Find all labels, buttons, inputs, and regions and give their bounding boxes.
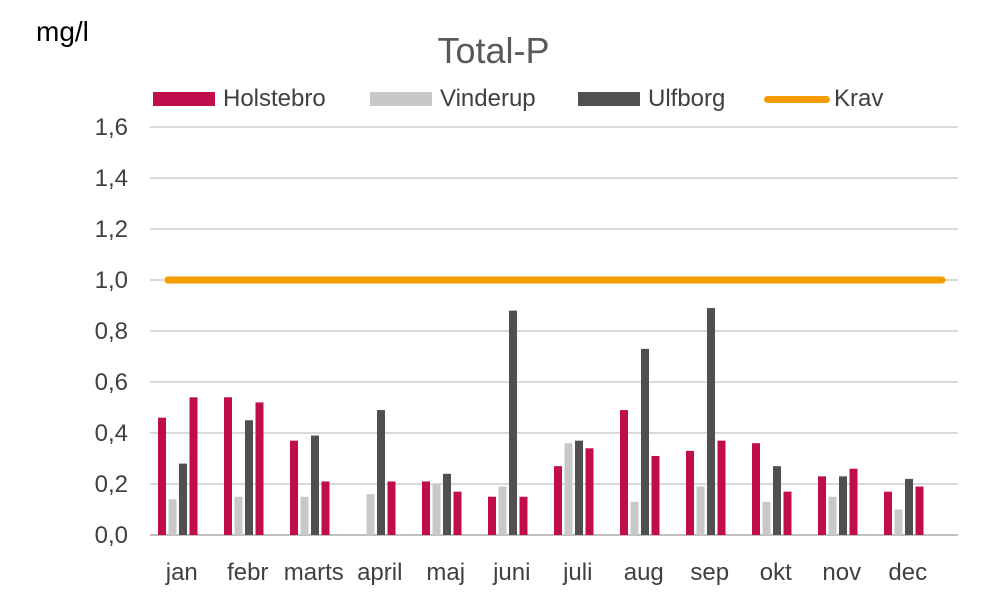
bar-ulfborg-juni — [509, 310, 517, 535]
bar-vinderup-febr — [234, 496, 243, 535]
unit-label: mg/l — [36, 16, 89, 47]
bar-holstebro-april — [387, 481, 396, 535]
bar-ulfborg-marts — [311, 435, 319, 535]
bar-holstebro-jan — [158, 417, 166, 535]
bar-holstebro-maj — [453, 491, 462, 535]
bar-holstebro-febr — [224, 397, 232, 535]
bar-ulfborg-aug — [641, 348, 649, 535]
x-tick-label: maj — [426, 559, 465, 586]
bar-vinderup-jan — [168, 499, 177, 535]
legend-label-krav: Krav — [834, 85, 884, 112]
bar-holstebro-dec — [915, 486, 924, 535]
bar-vinderup-maj — [432, 484, 441, 535]
y-tick-label: 0,8 — [95, 318, 128, 345]
legend-item-krav: Krav — [764, 84, 883, 114]
bar-vinderup-juli — [564, 443, 573, 535]
bar-holstebro-sep — [717, 440, 726, 535]
legend-swatch-holstebro — [153, 92, 215, 106]
x-tick-label: juni — [492, 559, 530, 586]
bar-ulfborg-jan — [179, 463, 187, 535]
bar-holstebro-marts — [290, 440, 298, 535]
bar-holstebro-jan — [189, 397, 198, 535]
legend-swatch-vinderup — [370, 92, 432, 106]
bar-vinderup-nov — [828, 496, 837, 535]
bar-ulfborg-sep — [707, 308, 715, 535]
bar-holstebro-nov — [818, 476, 826, 535]
legend-item-vinderup: Vinderup — [370, 84, 536, 114]
bar-holstebro-aug — [651, 455, 660, 535]
bar-vinderup-dec — [894, 509, 903, 535]
bar-ulfborg-dec — [905, 478, 913, 535]
x-tick-label: okt — [760, 559, 792, 586]
y-tick-label: 1,6 — [95, 114, 128, 141]
y-tick-label: 0,6 — [95, 369, 128, 396]
x-tick-label: sep — [690, 559, 729, 586]
bar-holstebro-juni — [519, 496, 528, 535]
y-tick-label: 1,0 — [95, 267, 128, 294]
bar-ulfborg-okt — [773, 466, 781, 535]
bar-holstebro-aug — [620, 410, 628, 535]
legend-label-holstebro: Holstebro — [223, 85, 326, 112]
bar-ulfborg-febr — [245, 420, 253, 535]
y-tick-label: 1,4 — [95, 165, 128, 192]
x-tick-label: dec — [888, 559, 927, 586]
y-tick-label: 0,4 — [95, 420, 128, 447]
legend: Holstebro Vinderup Ulfborg Krav — [0, 84, 987, 116]
bar-vinderup-aug — [630, 501, 639, 535]
legend-item-ulfborg: Ulfborg — [578, 84, 725, 114]
bar-vinderup-april — [366, 494, 375, 535]
x-tick-label: febr — [227, 559, 268, 586]
x-tick-label: jan — [165, 559, 198, 586]
bar-holstebro-okt — [783, 491, 792, 535]
x-tick-label: nov — [822, 559, 861, 586]
x-tick-label: april — [357, 559, 402, 586]
bar-holstebro-juni — [488, 496, 496, 535]
bar-holstebro-marts — [321, 481, 330, 535]
bar-ulfborg-juli — [575, 440, 583, 535]
legend-swatch-krav — [764, 95, 830, 103]
y-tick-label: 0,0 — [95, 522, 128, 549]
x-tick-label: marts — [284, 559, 344, 586]
bar-vinderup-okt — [762, 501, 771, 535]
bar-holstebro-maj — [422, 481, 430, 535]
chart-title: Total-P — [437, 30, 550, 71]
bar-holstebro-dec — [884, 491, 892, 535]
bar-vinderup-marts — [300, 496, 309, 535]
y-tick-label: 1,2 — [95, 216, 128, 243]
bar-holstebro-juli — [554, 466, 562, 535]
bar-ulfborg-april — [377, 410, 385, 535]
x-tick-label: juli — [562, 559, 592, 586]
bar-vinderup-sep — [696, 486, 705, 535]
y-tick-label: 0,2 — [95, 471, 128, 498]
bar-holstebro-febr — [255, 402, 264, 535]
bar-holstebro-nov — [849, 468, 858, 535]
bar-holstebro-okt — [752, 443, 760, 535]
bar-vinderup-juni — [498, 486, 507, 535]
bar-ulfborg-maj — [443, 473, 451, 535]
legend-label-ulfborg: Ulfborg — [648, 85, 726, 112]
x-tick-label: aug — [624, 559, 664, 586]
bar-ulfborg-nov — [839, 476, 847, 535]
legend-label-vinderup: Vinderup — [440, 85, 536, 112]
legend-item-holstebro: Holstebro — [153, 84, 326, 114]
bar-holstebro-juli — [585, 448, 594, 535]
legend-swatch-ulfborg — [578, 92, 640, 106]
bar-holstebro-sep — [686, 450, 694, 535]
